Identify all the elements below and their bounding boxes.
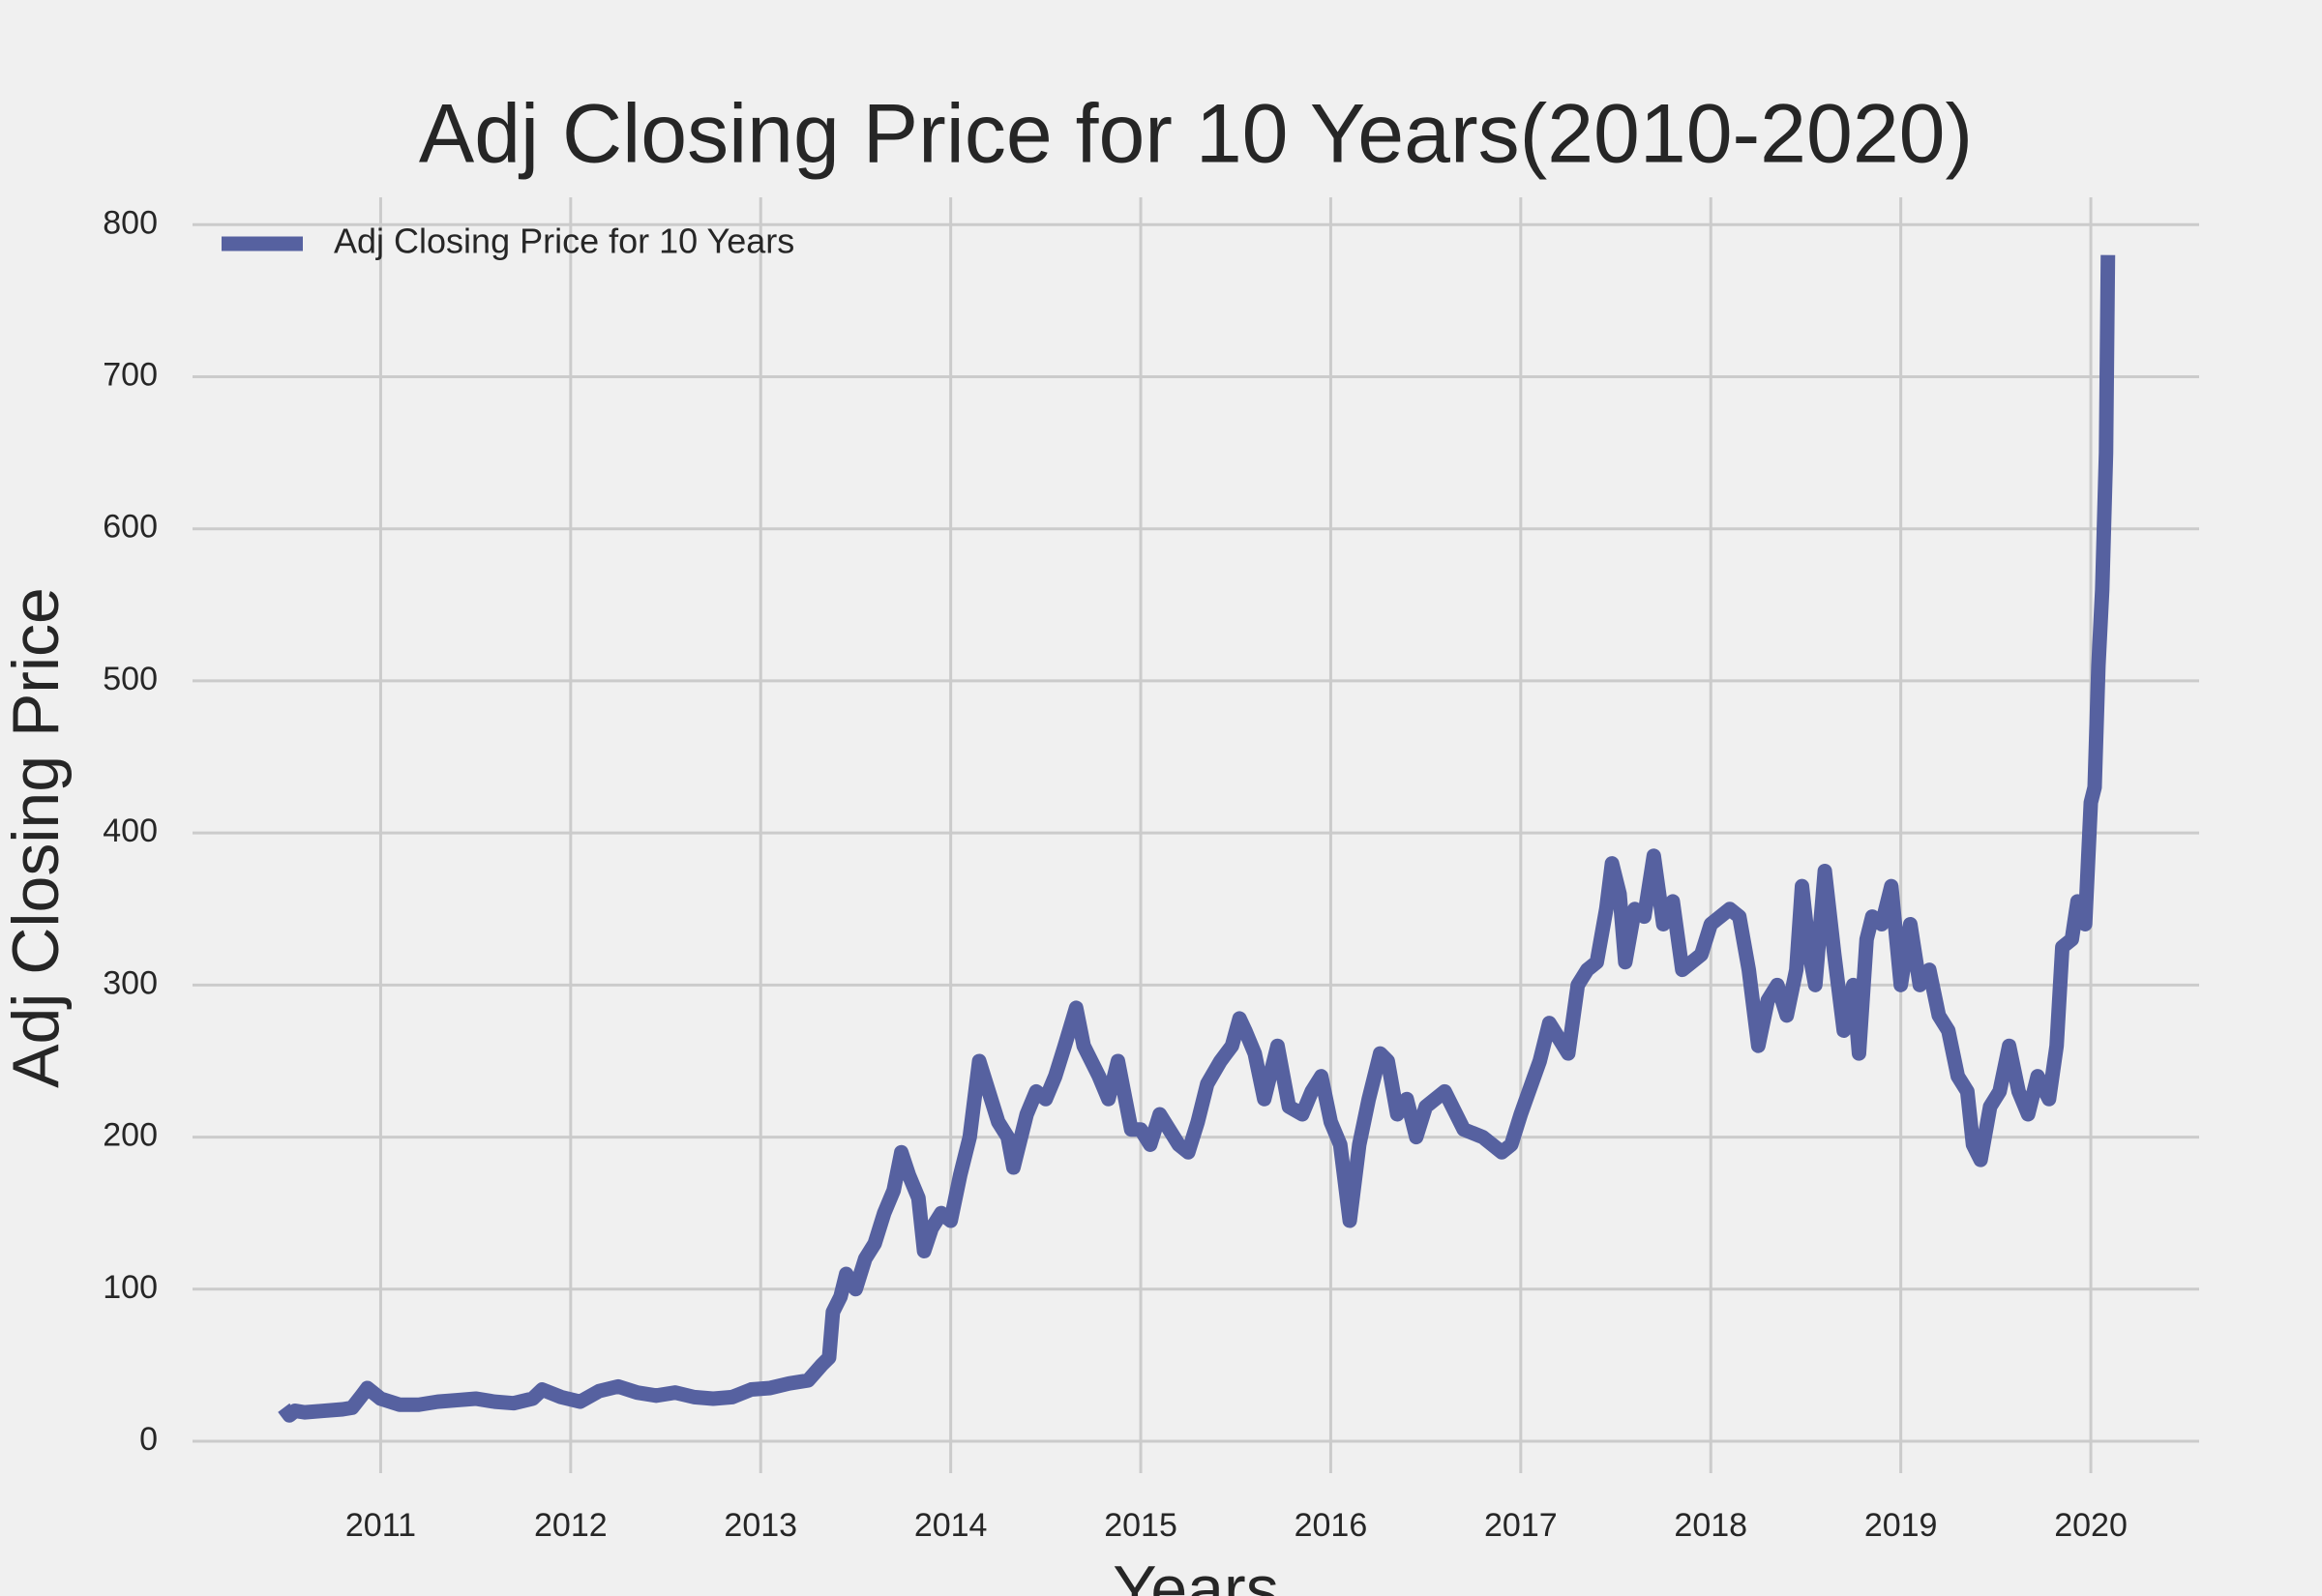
x-tick-label: 2020	[2054, 1507, 2128, 1544]
y-tick-label: 200	[103, 1117, 158, 1154]
y-tick-label: 0	[139, 1421, 158, 1458]
y-tick-label: 600	[103, 509, 158, 546]
x-tick-label: 2016	[1295, 1507, 1368, 1544]
y-axis-label: Adj Closing Price	[0, 587, 73, 1088]
data-line	[278, 254, 2116, 1423]
x-tick-label: 2013	[724, 1507, 797, 1544]
y-tick-label: 300	[103, 964, 158, 1001]
x-tick-label: 2017	[1484, 1507, 1558, 1544]
x-tick-label: 2012	[534, 1507, 608, 1544]
legend-label: Adj Closing Price for 10 Years	[334, 222, 794, 261]
x-axis-label: Years	[1113, 1552, 1278, 1596]
x-tick-label: 2015	[1104, 1507, 1177, 1544]
x-tick-label: 2018	[1674, 1507, 1747, 1544]
y-tick-label: 100	[103, 1269, 158, 1306]
x-tick-label: 2014	[914, 1507, 988, 1544]
legend: Adj Closing Price for 10 Years	[222, 222, 794, 261]
x-tick-label: 2019	[1864, 1507, 1938, 1544]
chart-title: Adj Closing Price for 10 Years(2010-2020…	[419, 88, 1973, 181]
y-tick-label: 700	[103, 356, 158, 393]
y-tick-label: 800	[103, 204, 158, 241]
y-tick-label: 400	[103, 813, 158, 849]
y-tick-label: 500	[103, 661, 158, 697]
plot-area	[278, 254, 2116, 1423]
x-tick-label: 2011	[345, 1507, 416, 1544]
